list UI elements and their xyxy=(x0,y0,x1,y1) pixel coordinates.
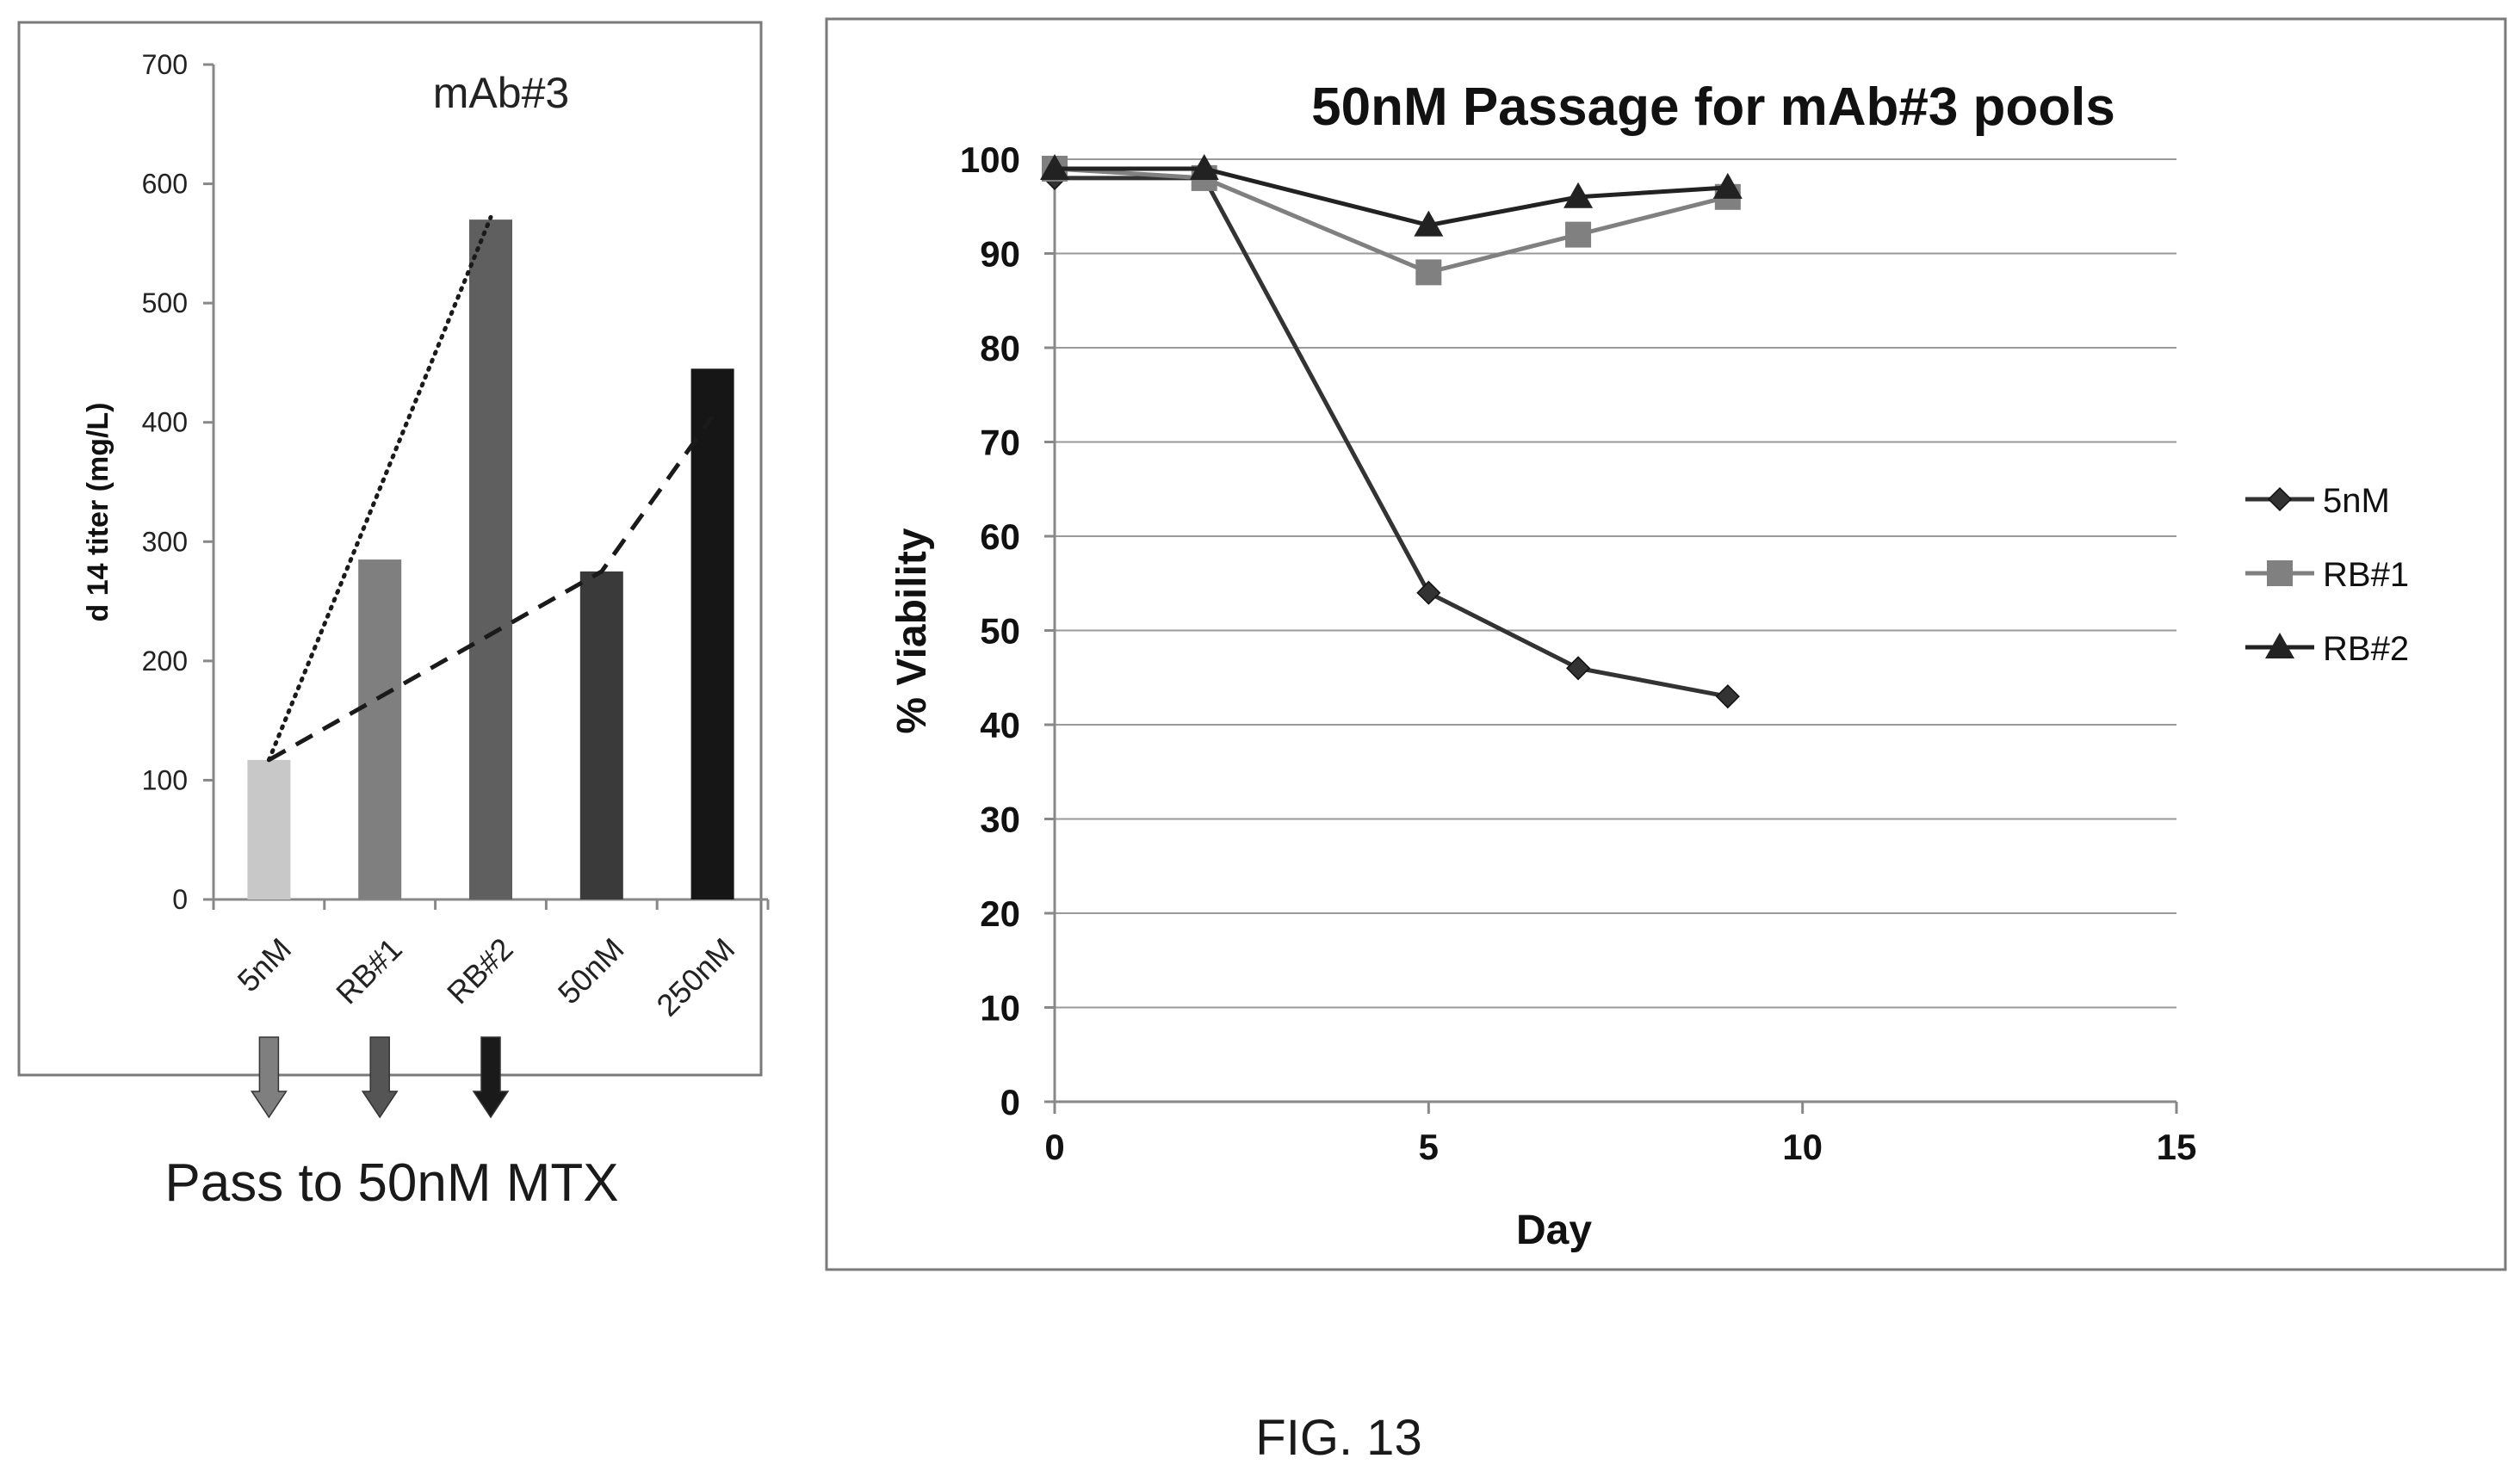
data-point xyxy=(1040,153,1069,180)
bar-chart-title: mAb#3 xyxy=(433,69,569,117)
legend: 5nM RB#1 RB#2 xyxy=(2245,482,2409,668)
legend-label: RB#2 xyxy=(2323,630,2409,668)
bar-250nM xyxy=(690,368,734,899)
line-gridlines xyxy=(1055,158,2176,1009)
bar-50nM xyxy=(579,571,623,899)
bar-y-tick-label: 600 xyxy=(142,169,188,200)
data-point xyxy=(1189,153,1219,180)
bar-trend-lines xyxy=(266,214,715,763)
line-y-tick-label: 60 xyxy=(980,516,1020,557)
line-chart-title: 50nM Passage for mAb#3 pools xyxy=(1311,77,2115,137)
trend-line-dashed xyxy=(268,415,715,763)
down-arrow-icon xyxy=(472,1036,510,1119)
data-point xyxy=(1712,172,1743,199)
line-y-tick-label: 80 xyxy=(980,328,1020,368)
line-chart: 50nM Passage for mAb#3 pools % Viability… xyxy=(825,17,2507,1271)
down-arrow-icon xyxy=(361,1036,399,1119)
bar-y-tick-label: 300 xyxy=(142,526,188,557)
line-y-tick-label: 40 xyxy=(980,705,1020,745)
data-point xyxy=(1715,684,1740,709)
line-y-tick-label: 0 xyxy=(1000,1082,1020,1122)
line-y-tick-label: 90 xyxy=(980,234,1020,275)
line-chart-ylabel: % Viability xyxy=(889,528,935,734)
data-point xyxy=(1563,182,1594,208)
data-point xyxy=(1566,656,1591,681)
bar-5nM xyxy=(247,759,291,899)
legend-label: 5nM xyxy=(2323,482,2390,520)
pass-arrows xyxy=(250,1036,510,1119)
bar-y-axis-ticks: 0 100 200 300 400 500 600 700 xyxy=(142,49,770,915)
bar-chart-frame xyxy=(17,21,763,1077)
arrow-caption: Pass to 50nM MTX xyxy=(164,1153,618,1213)
data-point xyxy=(1565,221,1592,248)
data-point xyxy=(1416,580,1441,605)
bar-y-tick-label: 200 xyxy=(142,646,188,677)
legend-item-RB#2: RB#2 xyxy=(2245,630,2409,668)
bar-marks xyxy=(247,219,734,900)
bar-chart-ylabel: d 14 titer (mg/L) xyxy=(82,402,115,621)
line-chart-xlabel: Day xyxy=(1516,1208,1592,1253)
bar-RB#1 xyxy=(358,559,402,899)
line-y-tick-label: 70 xyxy=(980,423,1020,463)
bar-RB#2 xyxy=(469,219,512,900)
line-y-axis-ticks: 0 10 20 30 40 50 60 70 80 90 100 xyxy=(960,139,1055,1122)
bar-y-tick-label: 100 xyxy=(142,764,188,795)
series-RB#2 xyxy=(1040,153,1743,237)
data-point xyxy=(1415,259,1442,286)
line-chart-frame xyxy=(825,17,2507,1271)
legend-marker xyxy=(2267,560,2293,586)
legend-item-5nM: 5nM xyxy=(2245,482,2390,520)
line-x-tick-label: 10 xyxy=(1782,1127,1823,1167)
line-x-tick-label: 15 xyxy=(2157,1127,2197,1167)
down-arrow-icon xyxy=(250,1036,288,1119)
line-x-axis-ticks: 0 5 10 15 xyxy=(1044,1102,2196,1167)
bar-y-tick-label: 700 xyxy=(142,49,188,80)
line-y-tick-label: 50 xyxy=(980,611,1020,652)
line-x-tick-label: 0 xyxy=(1044,1127,1064,1167)
legend-marker xyxy=(2267,486,2293,512)
line-y-tick-label: 10 xyxy=(980,988,1020,1029)
data-point xyxy=(1414,210,1444,237)
trend-line-dotted xyxy=(266,214,493,763)
legend-item-RB#1: RB#1 xyxy=(2245,556,2409,594)
legend-label: RB#1 xyxy=(2323,556,2409,594)
figure-label: FIG. 13 xyxy=(1255,1410,1421,1466)
bar-y-tick-label: 0 xyxy=(172,884,188,915)
line-series xyxy=(1040,153,1743,709)
bar-y-tick-label: 400 xyxy=(142,407,188,438)
line-y-tick-label: 20 xyxy=(980,893,1020,934)
bar-y-tick-label: 500 xyxy=(142,287,188,318)
line-x-tick-label: 5 xyxy=(1419,1127,1439,1167)
legend-marker xyxy=(2265,633,2294,658)
line-y-tick-label: 100 xyxy=(960,139,1020,180)
line-y-tick-label: 30 xyxy=(980,800,1020,840)
